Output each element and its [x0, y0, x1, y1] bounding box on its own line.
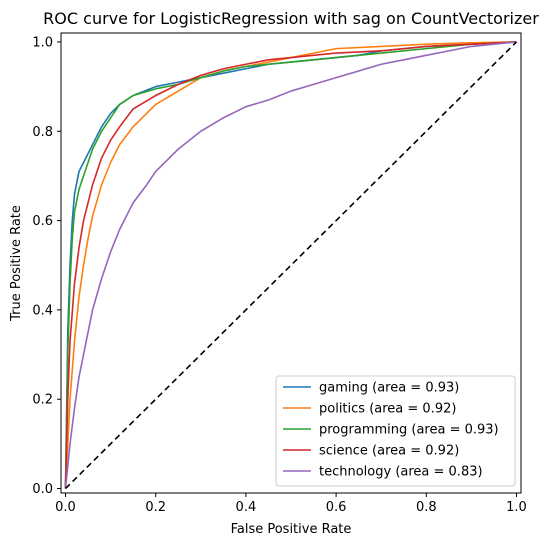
- x-tick-label: 1.0: [506, 500, 527, 515]
- y-axis-label: True Positive Rate: [9, 205, 24, 322]
- y-tick-label: 1.0: [32, 35, 53, 50]
- y-tick-label: 0.6: [32, 214, 53, 229]
- x-tick-label: 0.6: [326, 500, 347, 515]
- x-tick-label: 0.2: [145, 500, 166, 515]
- x-axis-label: False Positive Rate: [231, 522, 352, 537]
- y-tick-label: 0.2: [32, 393, 53, 408]
- legend-label: gaming (area = 0.93): [319, 381, 459, 396]
- plot-area: [64, 41, 518, 490]
- x-tick-label: 0.4: [236, 500, 257, 515]
- series-line-2: [64, 41, 517, 489]
- y-tick-label: 0.0: [32, 482, 53, 497]
- x-axis: 0.0 0.2 0.4 0.6 0.8 1.0: [55, 493, 527, 515]
- plot-frame: [60, 32, 522, 494]
- x-tick-label: 0.8: [416, 500, 437, 515]
- legend-label: science (area = 0.92): [319, 444, 459, 459]
- y-tick-label: 0.4: [32, 303, 53, 318]
- legend-label: politics (area = 0.92): [319, 402, 456, 417]
- chart-title: ROC curve for LogisticRegression with sa…: [43, 9, 539, 28]
- legend: gaming (area = 0.93) politics (area = 0.9…: [275, 375, 516, 487]
- y-axis: 0.0 0.2 0.4 0.6 0.8 1.0: [32, 35, 61, 497]
- legend-label: programming (area = 0.93): [319, 423, 499, 438]
- x-tick-label: 0.0: [55, 500, 76, 515]
- y-tick-label: 0.8: [32, 125, 53, 140]
- legend-box: [275, 375, 516, 487]
- series-line-1: [64, 41, 517, 489]
- reference-diagonal-line: [64, 41, 518, 490]
- series-line-4: [64, 41, 517, 489]
- series-line-3: [64, 41, 517, 489]
- legend-label: technology (area = 0.83): [319, 465, 483, 480]
